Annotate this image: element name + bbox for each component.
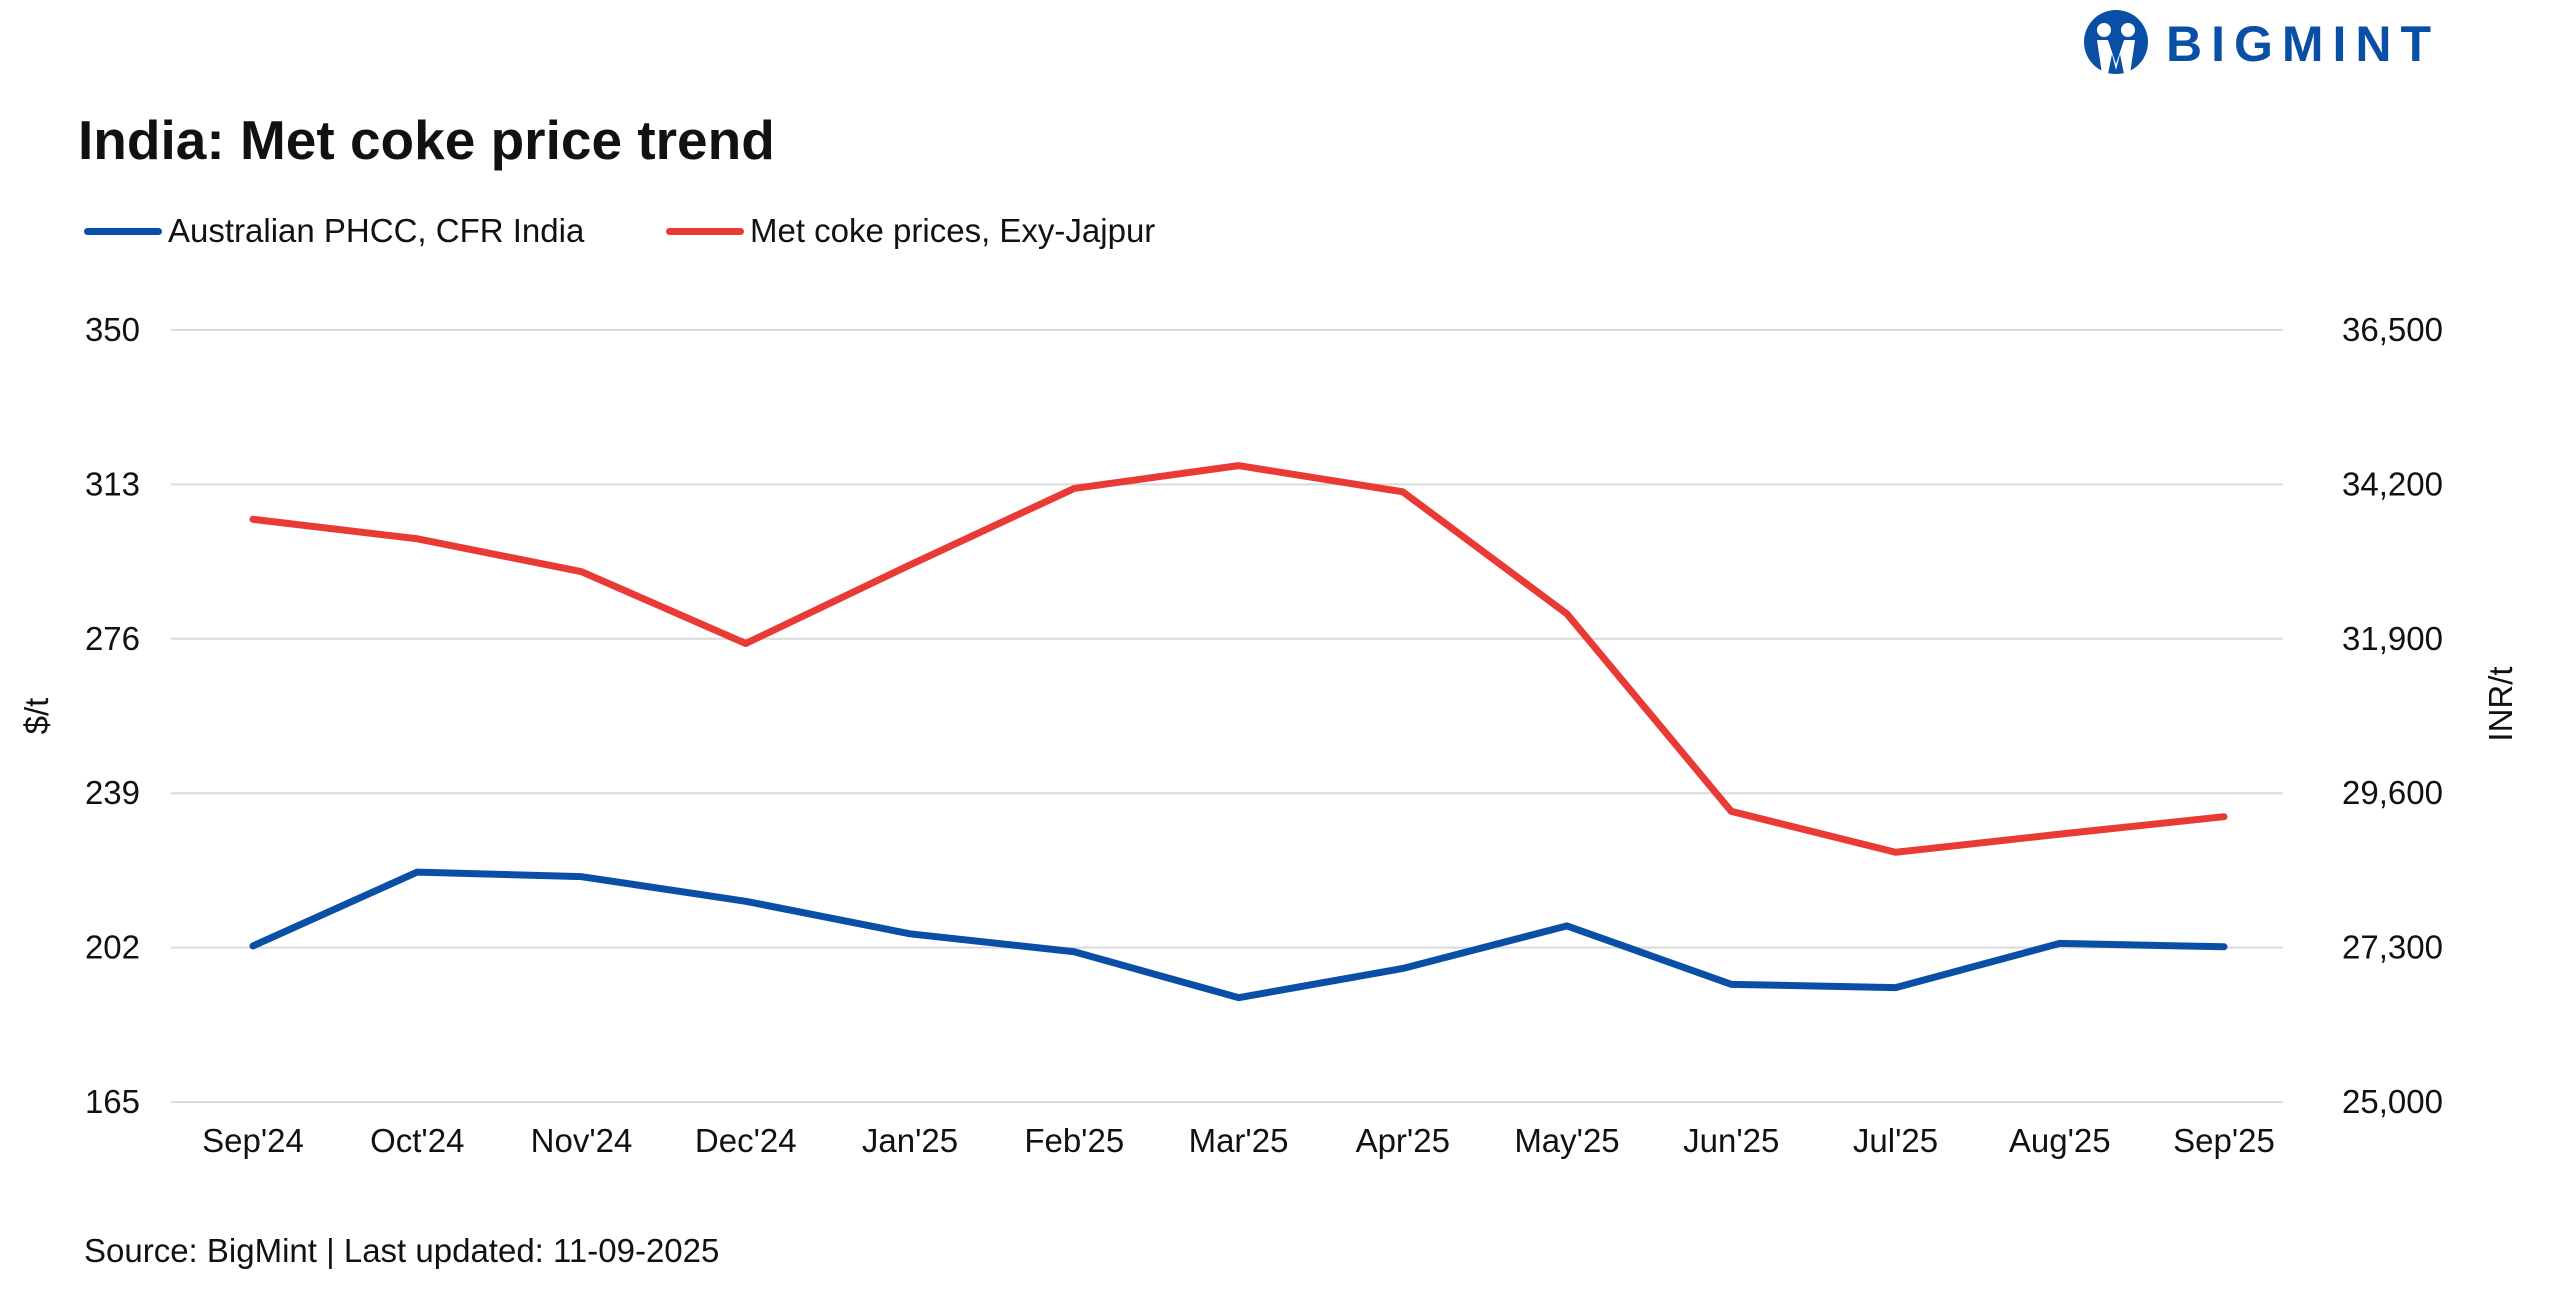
y-right-tick-label: 25,000 (2342, 1083, 2443, 1120)
y-left-tick-label: 276 (85, 620, 140, 657)
x-tick-label: Nov'24 (531, 1122, 633, 1159)
legend-item-phcc: Australian PHCC, CFR India (84, 212, 584, 250)
y-right-tick-label: 27,300 (2342, 929, 2443, 966)
legend-swatch-met-coke (666, 227, 744, 235)
y-left-tick-label: 165 (85, 1083, 140, 1120)
y-left-tick-label: 313 (85, 465, 140, 502)
y-left-axis-label: $/t (18, 698, 55, 735)
y-right-tick-label: 29,600 (2342, 774, 2443, 811)
legend-swatch-phcc (84, 227, 162, 235)
x-tick-label: Jan'25 (862, 1122, 958, 1159)
bigmint-logo-text: BIGMINT (2166, 16, 2441, 72)
x-tick-label: May'25 (1514, 1122, 1619, 1159)
x-tick-label: Aug'25 (2009, 1122, 2111, 1159)
x-tick-label: Feb'25 (1024, 1122, 1124, 1159)
legend-label-phcc: Australian PHCC, CFR India (168, 212, 585, 249)
x-tick-label: Oct'24 (370, 1122, 464, 1159)
legend-label-met-coke: Met coke prices, Exy-Jajpur (750, 212, 1156, 249)
bigmint-logo: BIGMINT (2080, 8, 2440, 80)
series-line-phcc (249, 868, 2228, 1002)
y-left-tick-label: 239 (85, 774, 140, 811)
bigmint-logo-icon (2084, 10, 2148, 74)
y-right-axis-label: INR/t (2482, 666, 2519, 741)
source-note: Source: BigMint | Last updated: 11-09-20… (84, 1232, 720, 1269)
y-left-tick-label: 350 (85, 311, 140, 348)
series-line-met-coke (249, 462, 2228, 856)
x-tick-label: Dec'24 (695, 1122, 797, 1159)
y-right-tick-label: 31,900 (2342, 620, 2443, 657)
legend-item-met-coke: Met coke prices, Exy-Jajpur (666, 212, 1155, 250)
chart-title: India: Met coke price trend (78, 109, 775, 171)
x-tick-label: Jun'25 (1683, 1122, 1779, 1159)
x-tick-label: Jul'25 (1853, 1122, 1938, 1159)
y-right-tick-label: 36,500 (2342, 311, 2443, 348)
x-tick-label: Mar'25 (1189, 1122, 1289, 1159)
y-left-tick-label: 202 (85, 929, 140, 966)
x-tick-label: Sep'24 (202, 1122, 304, 1159)
x-tick-label: Sep'25 (2173, 1122, 2275, 1159)
y-right-tick-label: 34,200 (2342, 465, 2443, 502)
x-tick-label: Apr'25 (1356, 1122, 1450, 1159)
